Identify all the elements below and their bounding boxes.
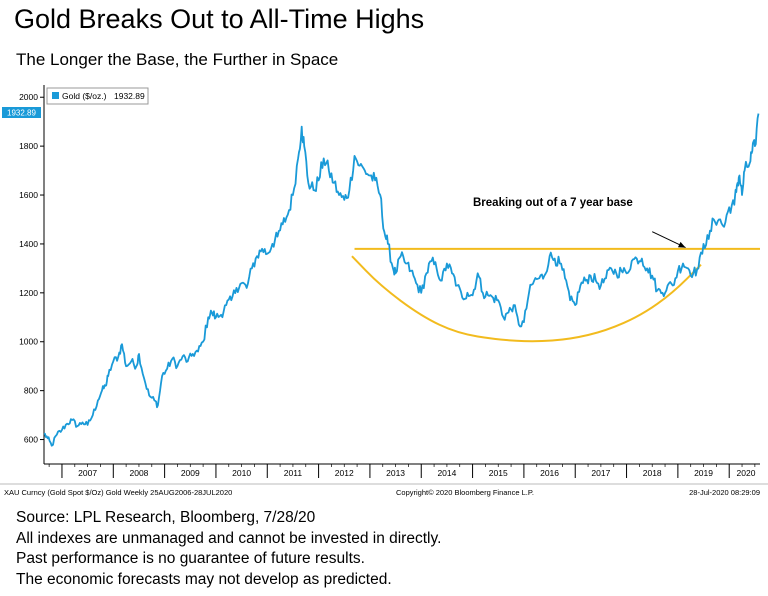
x-tick-label: 2019 [694, 468, 713, 478]
x-tick-label: 2010 [232, 468, 251, 478]
axes: 600 800 1000 1200 1400 1600 1800 2000 2007 2008 20… [0, 85, 768, 485]
gold-price-chart: 600 800 1000 1200 1400 1600 1800 2000 2007 2008 20… [0, 83, 768, 501]
y-tick-label: 1400 [19, 239, 38, 249]
last-value-tag-bg [2, 107, 41, 118]
y-tick-label: 800 [24, 386, 38, 396]
x-tick-label: 2015 [489, 468, 508, 478]
gold-price-line [43, 113, 760, 447]
last-value-tag: 1932.89 [2, 107, 41, 118]
legend-swatch [52, 92, 59, 99]
chart-svg: 600 800 1000 1200 1400 1600 1800 2000 2007 2008 20… [0, 83, 768, 501]
overlays [351, 231, 760, 343]
page-title: Gold Breaks Out to All-Time Highs [14, 4, 425, 34]
annotation-text: Breaking out of a 7 year base [473, 197, 633, 209]
bottom-bar-center: Copyright© 2020 Bloomberg Finance L.P. [396, 488, 534, 497]
footer-disclaimer-forecasts: The economic forecasts may not develop a… [16, 570, 392, 588]
footer-source: Source: LPL Research, Bloomberg, 7/28/20 [16, 509, 316, 526]
footer-notes: Source: LPL Research, Bloomberg, 7/28/20… [16, 508, 441, 590]
x-tick-label: 2008 [129, 468, 148, 478]
x-tick-label: 2020 [737, 468, 756, 478]
legend-label: Gold ($/oz.) [62, 91, 107, 101]
footer-disclaimer-indexes: All indexes are unmanaged and cannot be … [16, 529, 442, 547]
series-layer [43, 113, 760, 447]
annotation-arrow-head [677, 241, 686, 248]
x-tick-label: 2017 [591, 468, 610, 478]
x-tick-label: 2011 [284, 468, 303, 478]
footer-disclaimer-performance: Past performance is no guarantee of futu… [16, 550, 365, 567]
x-tick-label: 2018 [643, 468, 662, 478]
y-tick-label: 1600 [19, 190, 38, 200]
legend: Gold ($/oz.) 1932.89 [46, 87, 149, 105]
x-tick-label: 2009 [181, 468, 200, 478]
y-tick-label: 1800 [19, 141, 38, 151]
bottom-bar-left: XAU Curncy (Gold Spot $/Oz) Gold Weekly … [4, 488, 232, 497]
x-tick-label: 2012 [335, 468, 354, 478]
base-arc-curve [351, 255, 702, 343]
page-subtitle: The Longer the Base, the Further in Spac… [16, 50, 339, 69]
x-tick-label: 2014 [437, 468, 456, 478]
y-tick-label: 1200 [19, 288, 38, 298]
bottom-bar-right: 28-Jul-2020 08:29:09 [689, 488, 760, 497]
last-value-tag-text: 1932.89 [7, 109, 36, 118]
chart-background [0, 83, 768, 501]
x-tick-label: 2016 [540, 468, 559, 478]
x-tick-label: 2013 [386, 468, 405, 478]
legend-box [46, 87, 149, 105]
y-tick-label: 600 [24, 435, 38, 445]
legend-value: 1932.89 [114, 91, 145, 101]
y-tick-label: 1000 [19, 337, 38, 347]
y-tick-label: 2000 [19, 92, 38, 102]
x-tick-label: 2007 [78, 468, 97, 478]
